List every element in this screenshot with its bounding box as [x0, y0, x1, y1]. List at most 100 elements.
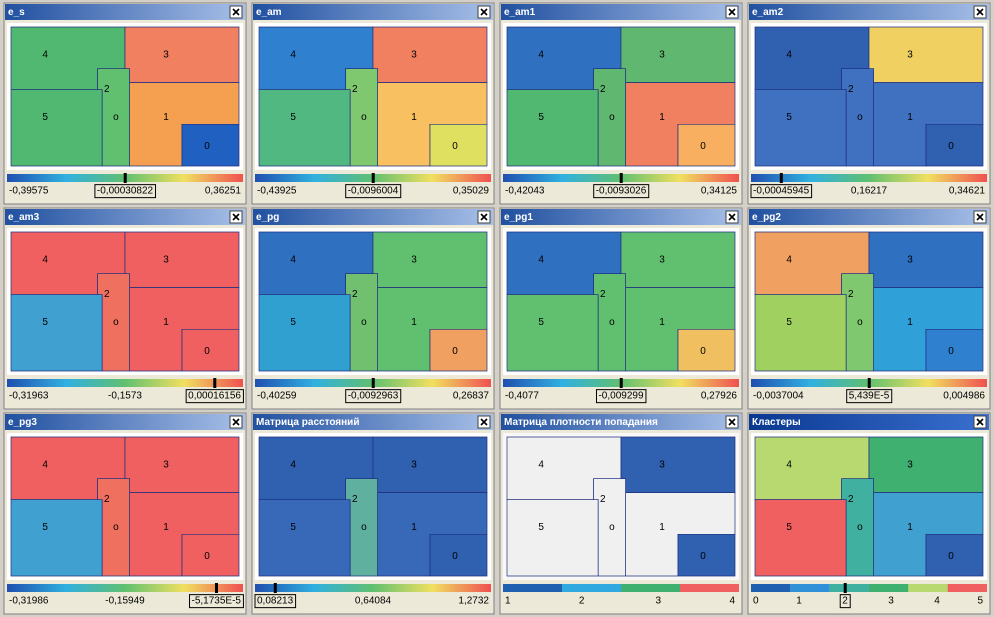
- cluster-label: 4: [786, 49, 792, 60]
- cluster-label: 3: [659, 254, 665, 265]
- scale-marker: [619, 378, 623, 388]
- scale-label: 5: [977, 596, 983, 607]
- close-icon: [976, 418, 984, 426]
- scale-marker-box: [189, 594, 244, 609]
- cluster-region: [181, 533, 240, 577]
- cluster-label: 1: [907, 112, 913, 123]
- panel-title: e_pg2: [752, 212, 781, 223]
- scale-label: 1: [505, 596, 511, 607]
- title-bar: [5, 4, 245, 20]
- cluster-label: 3: [163, 459, 169, 470]
- scale-label: -0,00045945: [753, 186, 810, 197]
- cluster-label: 5: [42, 317, 48, 328]
- scale-label: -0,15949: [105, 596, 145, 607]
- cluster-label: 4: [538, 254, 544, 265]
- cluster-label: 1: [907, 522, 913, 533]
- cluster-label: 5: [42, 522, 48, 533]
- cluster-region: [10, 89, 103, 167]
- cluster-label: 4: [290, 254, 296, 265]
- close-icon: [728, 8, 736, 16]
- cluster-label: o: [361, 317, 367, 328]
- title-bar: [749, 4, 989, 20]
- cluster-label: o: [113, 522, 119, 533]
- color-scale: [255, 584, 491, 592]
- title-bar: [253, 414, 493, 430]
- cluster-region: [925, 328, 984, 372]
- panel-title: e_am3: [8, 212, 40, 223]
- cluster-label: 2: [104, 84, 110, 95]
- cluster-label: 1: [659, 522, 665, 533]
- title-bar: [5, 209, 245, 225]
- cluster-region: [593, 273, 626, 372]
- panel: e_pg1 4 3 2 o 5 1 0 -0,4077 -0,009299 0,27926: [499, 207, 743, 410]
- cluster-region: [10, 294, 103, 372]
- cluster-label: 4: [42, 254, 48, 265]
- scale-marker: [123, 173, 127, 183]
- scale-label: -0,0037004: [753, 391, 804, 402]
- cluster-label: 4: [786, 254, 792, 265]
- scale-marker: [619, 173, 623, 183]
- cluster-label: 3: [659, 459, 665, 470]
- cluster-label: 2: [104, 289, 110, 300]
- cluster-label: 1: [163, 317, 169, 328]
- scale-label: 5,439E-5: [849, 391, 890, 402]
- cluster-label: 2: [352, 494, 358, 505]
- cluster-region: [429, 533, 488, 577]
- scale-step: [869, 584, 909, 592]
- scale-label: 0,34125: [701, 186, 738, 197]
- scale-label: -0,43925: [257, 186, 297, 197]
- cluster-label: 0: [700, 141, 706, 152]
- cluster-region: [258, 89, 351, 167]
- close-icon: [976, 8, 984, 16]
- scale-label: 0,34621: [949, 186, 986, 197]
- scale-label: -0,31986: [9, 596, 49, 607]
- cluster-region: [754, 294, 847, 372]
- cluster-label: 3: [907, 49, 913, 60]
- scale-marker-box: [595, 389, 647, 404]
- cluster-region: [345, 478, 378, 577]
- title-bar: [5, 414, 245, 430]
- cluster-label: 2: [600, 289, 606, 300]
- cluster-label: 0: [700, 346, 706, 357]
- scale-step: [829, 584, 869, 592]
- cluster-label: o: [609, 317, 615, 328]
- cluster-label: 3: [163, 49, 169, 60]
- scale-label: -0,0096004: [348, 186, 399, 197]
- scale-label: -0,0092963: [348, 391, 399, 402]
- panel: e_pg3 4 3 2 o 5 1 0 -0,31986 -0,15949 -5,1735E-5: [3, 412, 247, 615]
- scale-label: 1,2732: [458, 596, 489, 607]
- cluster-label: 4: [290, 49, 296, 60]
- cluster-region: [754, 499, 847, 577]
- cluster-label: 2: [600, 494, 606, 505]
- scale-label: 0,36251: [205, 186, 242, 197]
- scale-label: 0,004986: [943, 391, 985, 402]
- scale-marker-box: [345, 184, 402, 199]
- title-bar: [749, 414, 989, 430]
- scale-label: 0: [753, 596, 759, 607]
- title-bar: [253, 4, 493, 20]
- cluster-label: 1: [163, 522, 169, 533]
- cluster-region: [258, 294, 351, 372]
- scale-label: 0,16217: [851, 186, 888, 197]
- cluster-label: 3: [907, 254, 913, 265]
- cluster-label: 2: [104, 494, 110, 505]
- panel: Матрица расстояний 4 3 2 o 5 1 0 0,08213 0,64084 1…: [251, 412, 495, 615]
- cluster-region: [677, 533, 736, 577]
- scale-label: -0,40259: [257, 391, 297, 402]
- cluster-label: 3: [411, 49, 417, 60]
- panel-title: Матрица расстояний: [256, 417, 359, 428]
- scale-label: 0,35029: [453, 186, 490, 197]
- panel-title: e_pg3: [8, 417, 37, 428]
- cluster-region: [372, 231, 488, 288]
- panel: Кластеры 4 3 2 o 5 1 0 0 1 2 3 4 5: [747, 412, 991, 615]
- cluster-region: [677, 123, 736, 167]
- scale-label: -0,1573: [108, 391, 142, 402]
- scale-label: 0,27926: [701, 391, 738, 402]
- close-icon: [232, 418, 240, 426]
- cluster-label: o: [361, 112, 367, 123]
- scale-label: -0,4077: [505, 391, 539, 402]
- scale-step: [621, 584, 680, 592]
- scale-label: 1: [796, 596, 802, 607]
- title-bar: [501, 209, 741, 225]
- cluster-label: 1: [907, 317, 913, 328]
